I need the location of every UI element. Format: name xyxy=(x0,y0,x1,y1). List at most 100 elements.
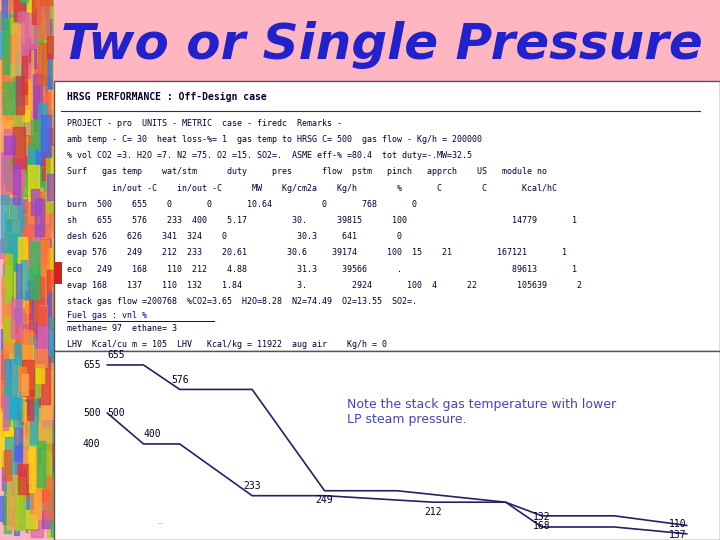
Bar xyxy=(5,437,16,492)
Bar xyxy=(53,241,65,301)
Bar xyxy=(7,453,19,479)
Bar xyxy=(25,161,35,205)
Bar xyxy=(22,0,35,41)
Bar xyxy=(22,171,30,195)
Bar xyxy=(39,110,50,143)
Bar xyxy=(13,297,25,323)
Bar xyxy=(40,450,50,472)
Bar xyxy=(37,0,44,15)
Bar xyxy=(10,199,22,256)
Bar xyxy=(10,348,22,376)
Bar xyxy=(4,232,9,288)
Bar xyxy=(7,194,15,247)
Bar xyxy=(13,253,19,300)
Bar xyxy=(24,84,33,135)
Bar xyxy=(6,75,14,119)
Bar xyxy=(41,240,50,296)
Bar xyxy=(40,300,49,343)
Bar xyxy=(5,211,17,255)
Bar xyxy=(35,0,45,14)
Bar xyxy=(42,362,53,408)
Bar xyxy=(6,195,16,218)
Bar xyxy=(35,8,44,42)
Bar xyxy=(48,327,58,348)
Bar xyxy=(6,71,11,98)
Bar xyxy=(14,487,19,535)
Bar xyxy=(9,141,15,163)
Bar xyxy=(35,363,47,384)
Bar xyxy=(5,395,15,443)
Bar xyxy=(4,450,11,480)
Bar xyxy=(15,2,27,30)
Bar xyxy=(16,75,25,106)
Bar xyxy=(17,51,27,83)
Text: methane= 97  ethane= 3: methane= 97 ethane= 3 xyxy=(68,324,177,333)
Bar xyxy=(52,44,58,62)
Bar xyxy=(17,184,28,215)
Bar xyxy=(45,0,50,33)
Bar xyxy=(40,294,50,353)
Bar xyxy=(34,301,43,338)
Bar xyxy=(50,33,60,60)
Bar xyxy=(1,11,10,59)
Bar xyxy=(19,0,32,33)
Bar xyxy=(18,12,28,64)
Bar xyxy=(34,84,40,131)
Text: 400: 400 xyxy=(83,439,101,449)
Bar xyxy=(14,272,24,307)
Bar xyxy=(14,299,24,339)
Bar xyxy=(24,201,36,235)
Bar xyxy=(53,404,65,460)
Bar xyxy=(53,287,58,326)
Bar xyxy=(22,56,27,94)
Bar xyxy=(35,199,45,237)
Bar xyxy=(19,359,25,400)
Bar xyxy=(14,21,26,65)
Bar xyxy=(36,356,46,378)
Bar xyxy=(14,0,24,21)
Text: evap 576    249    212  233    20.61        30.6     39174      100  15    21   : evap 576 249 212 233 20.61 30.6 39174 10… xyxy=(68,248,567,258)
Bar xyxy=(48,22,58,65)
Bar xyxy=(1,350,8,407)
Bar xyxy=(49,0,59,5)
Bar xyxy=(9,30,15,76)
Bar xyxy=(44,21,53,75)
Bar xyxy=(2,0,7,30)
Bar xyxy=(27,266,32,294)
Bar xyxy=(37,81,44,136)
Bar xyxy=(43,154,53,175)
Bar xyxy=(51,502,62,536)
Bar xyxy=(45,341,54,380)
Bar xyxy=(12,240,23,258)
Bar xyxy=(32,74,42,118)
Bar xyxy=(49,294,58,334)
Bar xyxy=(26,161,32,219)
Bar xyxy=(30,308,34,335)
Text: Surf   gas temp    wat/stm      duty     pres      flow  pstm   pinch   apprch  : Surf gas temp wat/stm duty pres flow pst… xyxy=(68,167,547,177)
Bar xyxy=(20,273,28,300)
Bar xyxy=(30,298,40,330)
Text: 655: 655 xyxy=(83,360,101,370)
Bar xyxy=(37,296,46,335)
Bar xyxy=(38,237,50,284)
Bar xyxy=(32,275,41,330)
Bar xyxy=(32,0,40,24)
Bar xyxy=(38,307,46,325)
Bar xyxy=(7,281,19,303)
Bar xyxy=(53,389,58,422)
Bar xyxy=(52,178,59,230)
Text: % vol CO2 =3. H2O =7. N2 =75. O2 =15. SO2=.  ASME eff-% =80.4  tot duty=-.MW=32.: % vol CO2 =3. H2O =7. N2 =75. O2 =15. SO… xyxy=(68,151,472,160)
Bar xyxy=(2,355,13,383)
Bar xyxy=(14,428,22,461)
Bar xyxy=(4,106,9,128)
Bar xyxy=(18,164,23,214)
Bar xyxy=(39,53,46,74)
Bar xyxy=(11,100,17,158)
Bar xyxy=(26,504,31,532)
Bar xyxy=(12,59,19,77)
Bar xyxy=(14,163,20,204)
Bar xyxy=(7,264,17,319)
Bar xyxy=(28,131,40,169)
Bar xyxy=(48,179,55,197)
Bar xyxy=(2,497,9,524)
